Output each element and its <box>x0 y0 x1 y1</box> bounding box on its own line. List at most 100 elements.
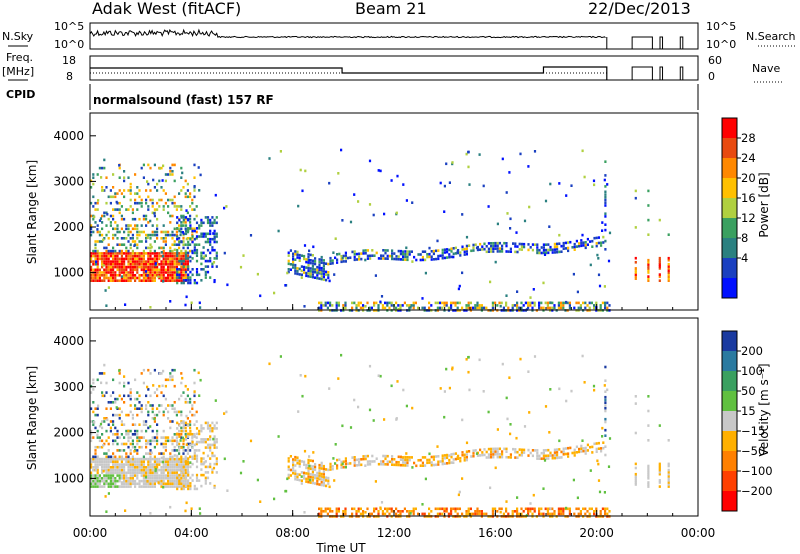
velocity-cell <box>215 440 218 444</box>
power-cell <box>446 256 449 259</box>
power-cell <box>647 258 650 262</box>
power-cell <box>162 246 165 250</box>
velocity-cell <box>193 484 196 488</box>
power-cell <box>94 208 97 211</box>
velocity-cell <box>490 447 493 451</box>
power-cell <box>478 304 481 307</box>
velocity-cell <box>109 471 112 475</box>
power-cell <box>191 240 194 244</box>
velocity-cell <box>360 458 363 461</box>
power-cell <box>303 257 306 261</box>
nsky-label: N.Sky <box>2 30 34 43</box>
power-cell <box>634 196 637 200</box>
power-cell <box>213 248 216 252</box>
power-cell <box>340 148 343 152</box>
velocity-cell <box>105 479 108 483</box>
power-cell <box>342 254 345 258</box>
velocity-cell <box>160 477 163 480</box>
velocity-cell <box>142 423 145 426</box>
velocity-cell <box>176 421 179 425</box>
velocity-cell <box>156 477 159 480</box>
power-cell <box>337 304 340 307</box>
velocity-cell <box>485 456 488 459</box>
power-cell <box>494 244 497 248</box>
power-cell <box>215 265 218 268</box>
velocity-cell <box>344 460 347 463</box>
power-cell <box>125 246 128 250</box>
velocity-cell <box>193 413 196 417</box>
velocity-cell <box>584 512 587 516</box>
velocity-cell <box>134 463 137 466</box>
velocity-cell <box>184 401 187 404</box>
power-cell <box>158 263 161 266</box>
nsky-trace-segment <box>659 36 664 49</box>
power-cell <box>314 262 317 266</box>
velocity-cell <box>206 476 210 480</box>
power-cell <box>391 252 394 255</box>
power-cell <box>496 304 499 307</box>
power-cell <box>123 176 126 179</box>
power-cell <box>604 304 607 307</box>
power-cell <box>146 180 149 183</box>
velocity-cell <box>529 510 532 513</box>
velocity-cell <box>127 413 130 417</box>
velocity-cell <box>103 466 106 469</box>
velocity-cell <box>90 482 93 486</box>
velocity-cell <box>211 454 214 458</box>
power-cell <box>572 272 575 276</box>
velocity-cell <box>209 429 212 433</box>
power-cell <box>214 193 217 197</box>
power-cell <box>176 281 179 285</box>
power-cell <box>634 267 637 270</box>
velocity-cell <box>116 433 119 436</box>
velocity-cell <box>156 463 159 466</box>
power-cell <box>406 253 409 256</box>
velocity-cell <box>134 474 137 477</box>
power-cell <box>401 250 404 253</box>
power-cell <box>142 260 145 263</box>
velocity-cell <box>127 460 130 464</box>
power-cell <box>95 262 98 266</box>
velocity-cell <box>604 507 607 511</box>
nsky-trace-segment <box>631 36 653 49</box>
power-cell <box>658 265 661 268</box>
velocity-cell <box>353 461 356 465</box>
velocity-cell <box>173 471 176 475</box>
power-cell <box>169 257 172 261</box>
velocity-cell <box>118 394 121 398</box>
velocity-cell <box>193 435 196 438</box>
velocity-cell <box>577 507 580 511</box>
power-cell <box>153 279 156 282</box>
velocity-cell <box>160 471 163 475</box>
velocity-cell <box>520 448 523 452</box>
power-cell <box>184 195 187 199</box>
velocity-cell <box>200 427 203 430</box>
power-cell <box>353 253 356 256</box>
power-cell <box>112 208 115 211</box>
power-cell <box>186 195 189 199</box>
power-cell <box>134 201 137 205</box>
velocity-cell <box>129 429 132 433</box>
velocity-cell <box>116 397 119 401</box>
velocity-cell <box>116 429 119 433</box>
power-cell <box>118 263 121 266</box>
power-cell <box>505 294 508 297</box>
power-cell <box>140 166 143 170</box>
power-cell <box>90 265 93 269</box>
velocity-cell <box>142 468 145 472</box>
power-cell <box>209 221 212 225</box>
velocity-cell <box>461 453 464 457</box>
velocity-cell <box>176 454 179 458</box>
power-cell <box>156 268 159 272</box>
velocity-cell <box>138 471 141 475</box>
power-cell <box>458 301 461 305</box>
velocity-cell <box>527 370 530 373</box>
power-cell <box>318 266 321 269</box>
power-cell <box>153 260 156 263</box>
velocity-cell <box>98 439 101 443</box>
velocity-cell <box>138 439 141 443</box>
power-cell <box>145 198 148 202</box>
power-cell <box>145 237 148 240</box>
velocity-cell <box>123 463 126 466</box>
power-cell <box>191 208 194 211</box>
